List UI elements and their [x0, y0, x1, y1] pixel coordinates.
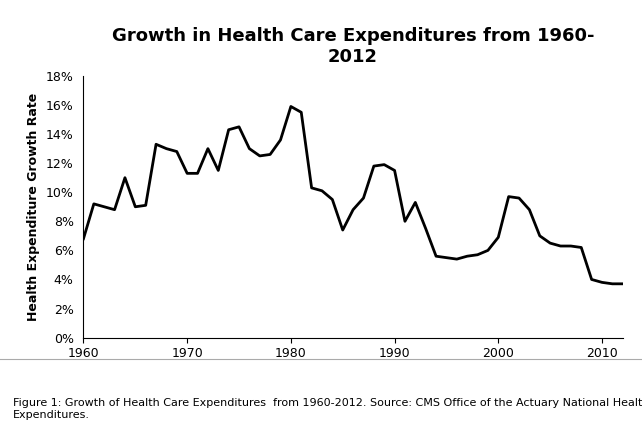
Text: Figure 1: Growth of Health Care Expenditures  from 1960-2012. Source: CMS Office: Figure 1: Growth of Health Care Expendit…: [13, 398, 642, 420]
Y-axis label: Health Expenditure Growth Rate: Health Expenditure Growth Rate: [28, 93, 40, 321]
Title: Growth in Health Care Expenditures from 1960-
2012: Growth in Health Care Expenditures from …: [112, 27, 594, 66]
